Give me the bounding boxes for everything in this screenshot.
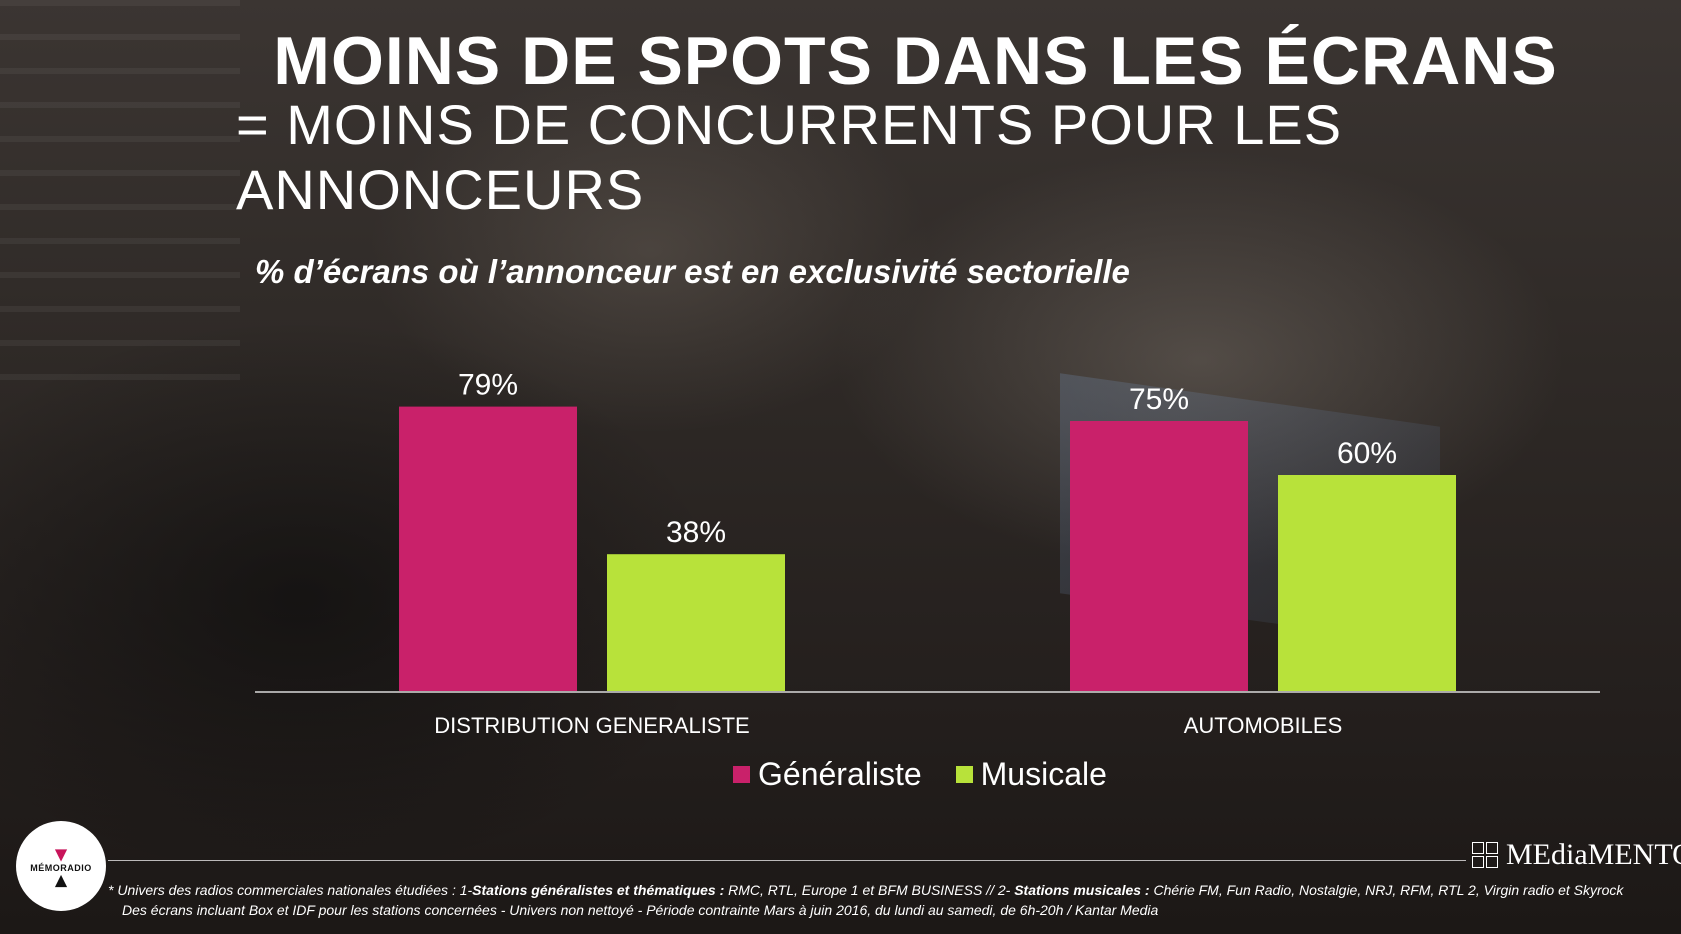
hourglass-icon: ▾	[55, 841, 67, 866]
chart-legend: Généraliste Musicale	[733, 756, 1141, 793]
slide-title: MOINS DE SPOTS DANS LES ÉCRANS	[273, 23, 1558, 99]
chart-title: % d’écrans où l’annonceur est en exclusi…	[255, 253, 1130, 290]
legend-swatch-generaliste	[733, 766, 750, 783]
footer-divider	[108, 860, 1466, 861]
legend-item-generaliste: Généraliste	[733, 756, 922, 793]
bar-0-0	[399, 406, 577, 691]
data-label-0-1: 38%	[666, 516, 726, 549]
bar-1-1	[1278, 475, 1456, 691]
mediamento-logo: MEdiaMENTO	[1472, 838, 1681, 872]
footnote-line-1: * Univers des radios commerciales nation…	[108, 882, 1624, 898]
legend-label-generaliste: Généraliste	[758, 756, 922, 792]
footnote: * Univers des radios commerciales nation…	[108, 880, 1678, 920]
mediamento-logo-text: MEdiaMENTO	[1506, 838, 1681, 871]
memoradio-logo: ▾ MÉMORADIO ▴	[16, 821, 106, 911]
bar-0-1	[607, 554, 785, 691]
category-label-0: DISTRIBUTION GENERALISTE	[434, 713, 749, 738]
mediamento-squares-icon	[1472, 842, 1498, 868]
data-label-0-0: 79%	[458, 369, 518, 402]
category-label-1: AUTOMOBILES	[1184, 713, 1343, 738]
hourglass-base-icon: ▴	[55, 867, 67, 892]
footnote-line-2: Des écrans incluant Box et IDF pour les …	[122, 902, 1159, 918]
legend-label-musicale: Musicale	[980, 756, 1107, 792]
legend-swatch-musicale	[955, 766, 973, 783]
data-label-1-0: 75%	[1129, 383, 1189, 416]
slide-subtitle: = MOINS DE CONCURRENTS POUR LES ANNONCEU…	[236, 93, 1343, 221]
bar-1-0	[1070, 421, 1248, 691]
memoradio-logo-text: MÉMORADIO	[30, 863, 92, 873]
data-label-1-1: 60%	[1337, 437, 1397, 470]
legend-item-musicale: Musicale	[955, 756, 1107, 793]
